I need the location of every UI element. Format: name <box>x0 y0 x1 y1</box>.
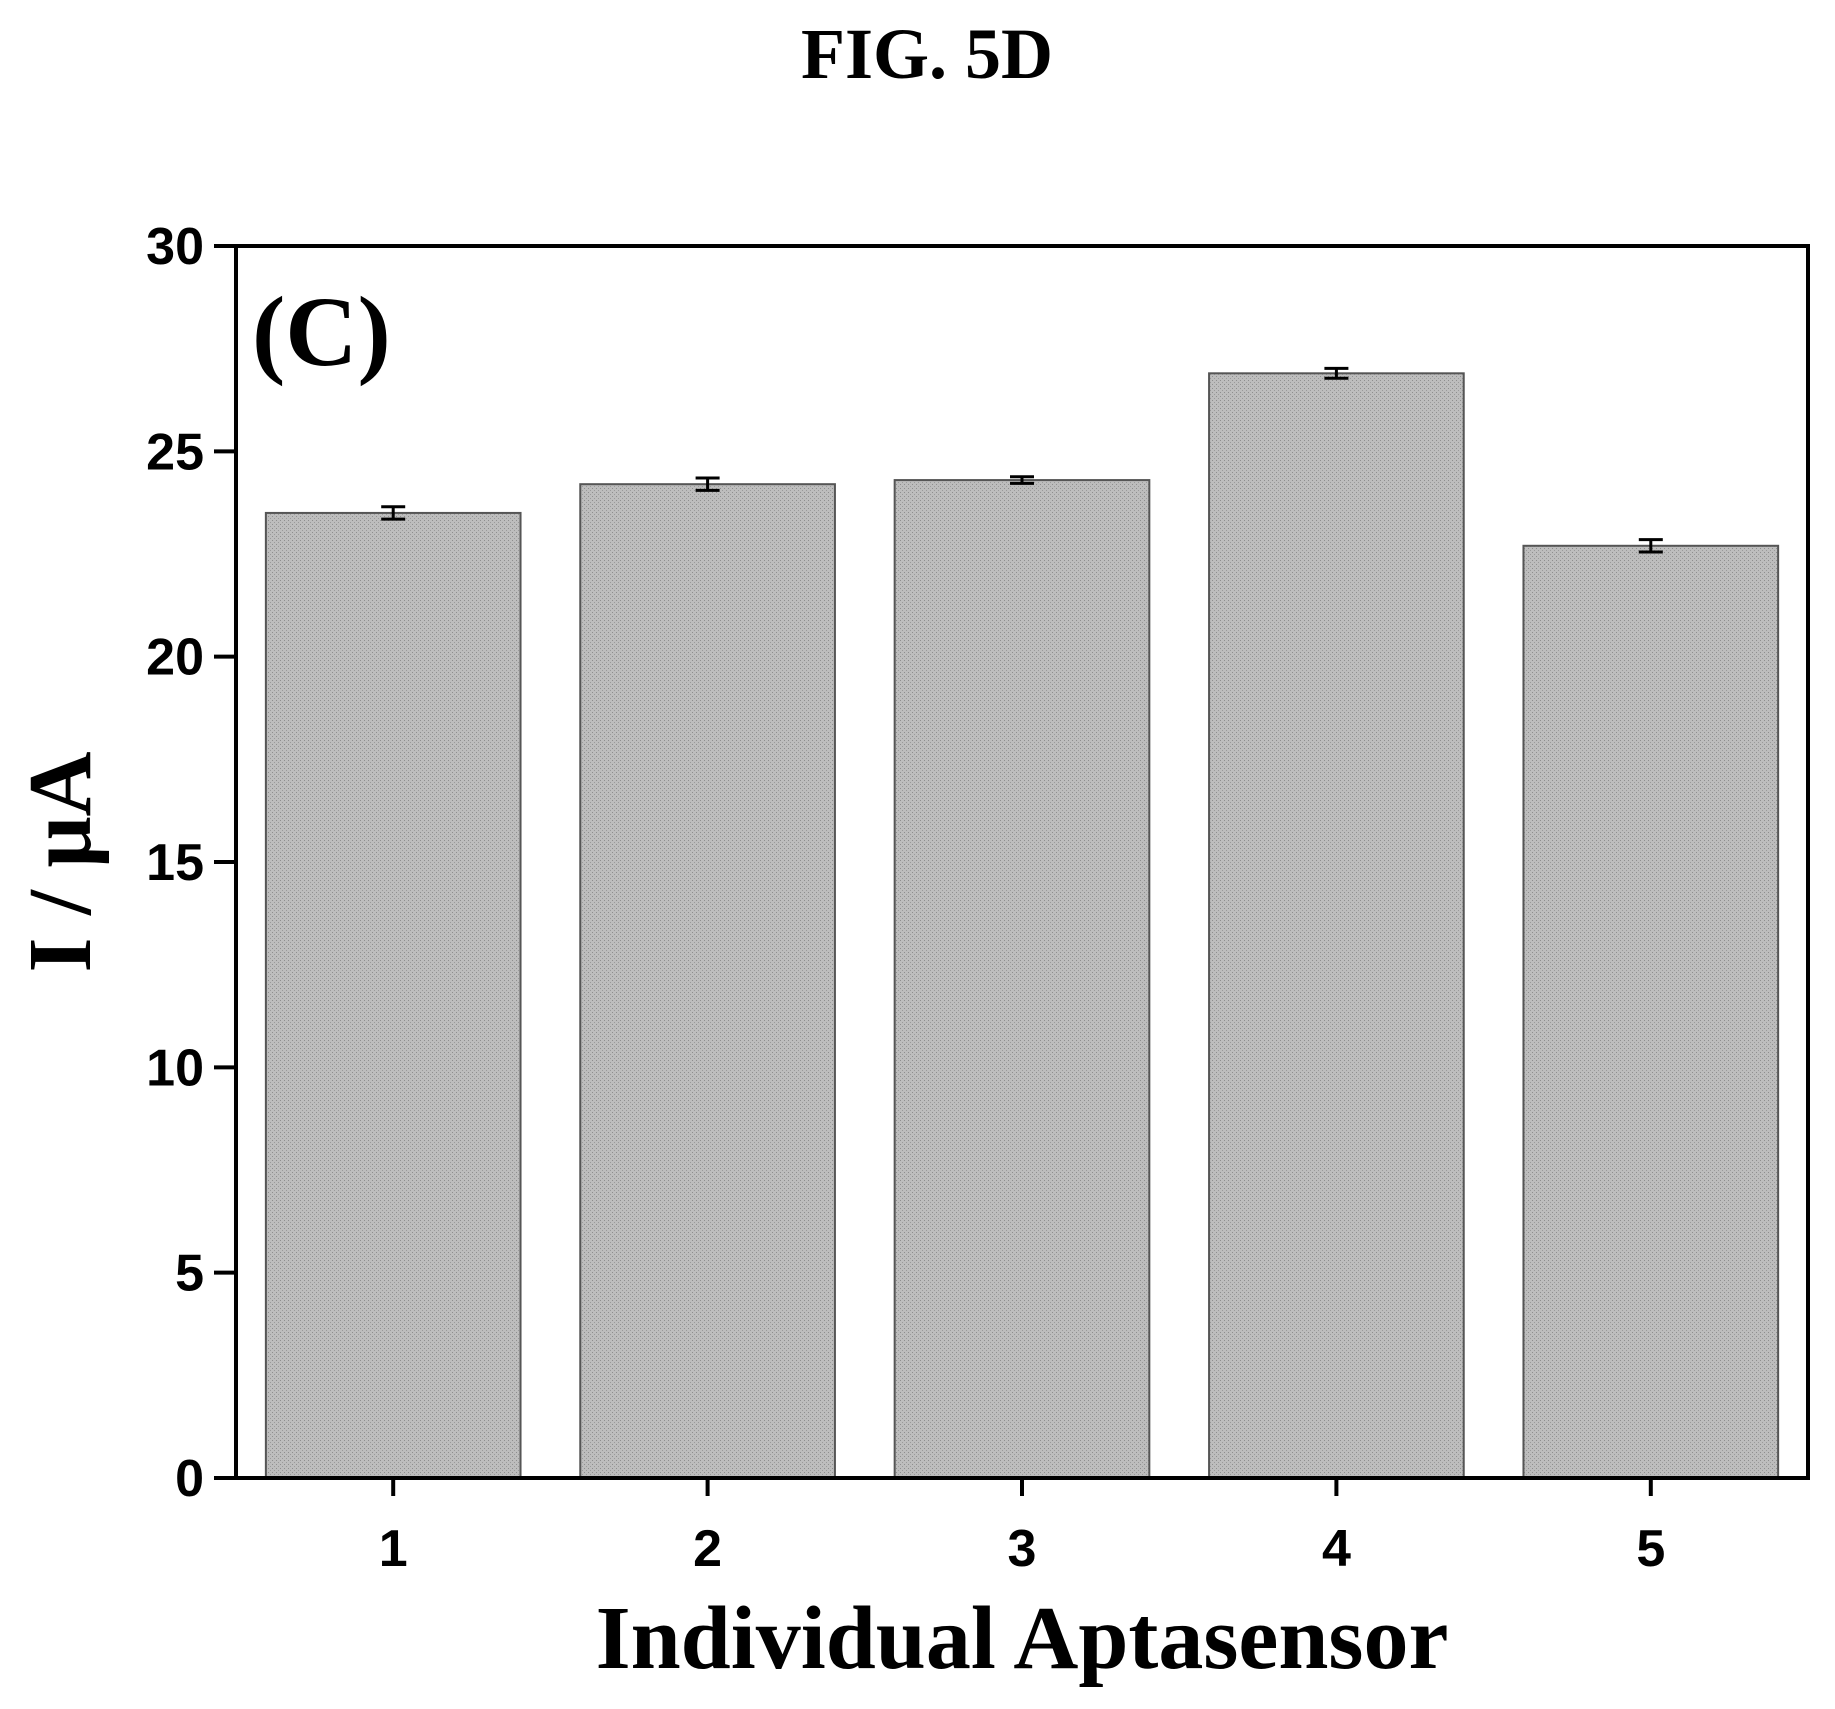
x-tick-label-3: 3 <box>1008 1520 1037 1578</box>
y-tick-label-0: 0 <box>175 1450 204 1508</box>
x-axis-label: Individual Aptasensor <box>596 1589 1449 1688</box>
y-tick-label-10: 10 <box>146 1039 204 1097</box>
bar-5 <box>1522 544 1780 1479</box>
bar-3 <box>893 479 1151 1479</box>
y-tick-label-5: 5 <box>175 1245 204 1303</box>
panel-label: (C) <box>252 276 391 387</box>
y-tick-label-15: 15 <box>146 834 204 892</box>
y-tick-label-30: 30 <box>146 218 204 276</box>
x-axis-ticks: 1 2 3 4 5 <box>379 1478 1665 1578</box>
x-tick-label-1: 1 <box>379 1520 408 1578</box>
y-tick-label-20: 20 <box>146 629 204 687</box>
bar-2 <box>579 483 836 1480</box>
bar-chart: 0 5 10 15 20 25 30 1 2 3 4 5 (C) I / μA Individual… <box>11 218 1810 1688</box>
x-tick-label-2: 2 <box>693 1520 722 1578</box>
bars-group <box>264 372 1780 1480</box>
y-axis-label: I / μA <box>11 751 110 972</box>
y-tick-label-25: 25 <box>146 423 204 481</box>
figure-title: FIG. 5D <box>801 14 1053 94</box>
bar-1 <box>264 511 522 1479</box>
y-axis-ticks: 0 5 10 15 20 25 30 <box>146 218 236 1508</box>
error-bars-group <box>381 366 1663 554</box>
x-tick-label-5: 5 <box>1636 1520 1665 1578</box>
x-tick-label-4: 4 <box>1322 1520 1351 1578</box>
bar-4 <box>1208 372 1465 1480</box>
